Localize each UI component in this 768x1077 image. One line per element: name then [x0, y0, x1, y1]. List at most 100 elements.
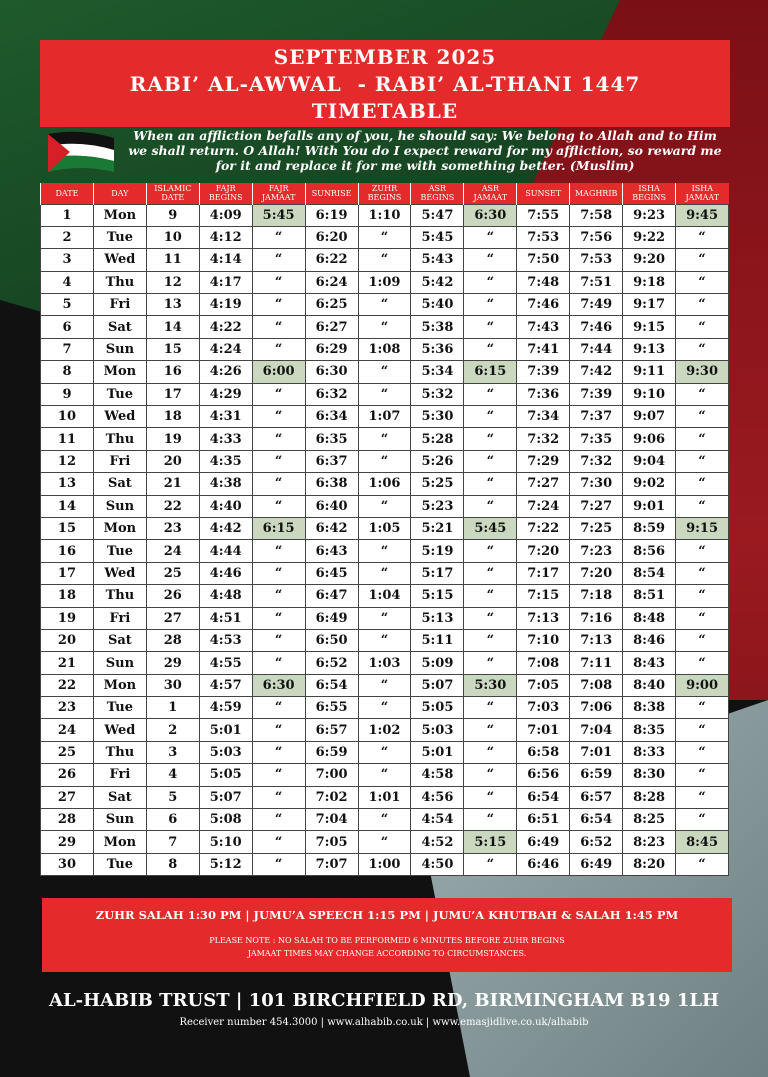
table-cell: 7:05 — [304, 830, 359, 854]
table-cell: 7:10 — [516, 628, 571, 653]
table-cell: 6:59 — [569, 763, 624, 787]
table-cell: 3 — [145, 740, 200, 765]
table-cell: 13 — [145, 293, 200, 317]
table-cell: Thu — [92, 584, 147, 608]
table-cell: “ — [675, 494, 729, 518]
table-cell: 8:35 — [622, 718, 677, 742]
table-cell: 6:30 — [304, 360, 359, 384]
table-cell: Sat — [92, 315, 147, 339]
table-cell: “ — [463, 248, 518, 272]
column-header: ISHA JAMAAT — [675, 183, 729, 204]
table-cell: “ — [463, 225, 518, 250]
table-cell: 5:45 — [251, 203, 306, 227]
table-cell: “ — [463, 382, 518, 407]
table-cell: 7:11 — [569, 651, 624, 675]
table-cell: 10 — [145, 225, 200, 250]
table-cell: “ — [675, 427, 729, 451]
table-cell: 5:36 — [410, 337, 465, 362]
table-cell: “ — [251, 696, 306, 720]
table-cell: 23 — [40, 696, 94, 720]
table-cell: 6:42 — [304, 516, 359, 541]
table-cell: 8:48 — [622, 606, 677, 630]
table-cell: 1 — [40, 203, 94, 227]
timetable-title: TIMETABLE — [311, 99, 459, 123]
table-cell: 7:39 — [516, 360, 571, 384]
table-cell: Sun — [92, 494, 147, 518]
table-cell: 7:51 — [569, 270, 624, 295]
table-cell: 6:57 — [304, 718, 359, 742]
table-cell: 29 — [145, 651, 200, 675]
table-cell: “ — [675, 785, 729, 810]
table-cell: 28 — [145, 628, 200, 653]
table-cell: 7:13 — [569, 628, 624, 653]
table-cell: 5:13 — [410, 606, 465, 630]
table-cell: 5:26 — [410, 449, 465, 474]
table-cell: 8:56 — [622, 539, 677, 563]
table-cell: 6:34 — [304, 405, 359, 429]
table-cell: 5:09 — [410, 651, 465, 675]
table-cell: 5:42 — [410, 270, 465, 295]
table-cell: 10 — [40, 405, 94, 429]
table-cell: Fri — [92, 293, 147, 317]
table-cell: “ — [463, 405, 518, 429]
table-cell: 16 — [40, 539, 94, 563]
table-cell: 16 — [145, 360, 200, 384]
table-cell: 6:46 — [516, 852, 571, 877]
table-cell: Tue — [92, 696, 147, 720]
table-cell: 4:44 — [198, 539, 253, 563]
table-cell: 6:19 — [304, 203, 359, 227]
table-cell: “ — [463, 852, 518, 877]
table-cell: 21 — [40, 651, 94, 675]
table-cell: 7:30 — [569, 472, 624, 496]
column-header: DATE — [40, 183, 94, 204]
table-cell: 4:54 — [410, 808, 465, 832]
table-cell: 4:19 — [198, 293, 253, 317]
notice-banner: ZUHR SALAH 1:30 PM | JUMU’A SPEECH 1:15 … — [42, 898, 732, 972]
table-cell: 9:07 — [622, 405, 677, 429]
palestine-flag-icon — [48, 131, 114, 172]
table-row: 18 Thu 26 4:48 “6:47 1:04 5:15 “7:15 7:18 8:51 “ — [40, 584, 729, 608]
table-cell: 5:25 — [410, 472, 465, 496]
table-cell: Wed — [92, 248, 147, 272]
table-cell: “ — [675, 561, 729, 586]
table-cell: “ — [251, 270, 306, 295]
table-cell: 7:49 — [569, 293, 624, 317]
table-cell: 5:01 — [410, 740, 465, 765]
table-cell: 7 — [40, 337, 94, 362]
table-cell: 1:04 — [357, 584, 412, 608]
table-row: 11 Thu 19 4:33 “6:35 “5:28 “7:32 7:35 9:06 “ — [40, 427, 729, 451]
table-cell: “ — [675, 315, 729, 339]
table-cell: “ — [675, 606, 729, 630]
table-cell: “ — [251, 763, 306, 787]
table-cell: Sun — [92, 651, 147, 675]
hadith-quote: When an affliction befalls any of you, h… — [128, 128, 722, 173]
islamic-months-title: RABI’ AL-AWWAL - RABI’ AL-THANI 1447 — [129, 72, 641, 96]
table-cell: 6:49 — [569, 852, 624, 877]
table-cell: Sun — [92, 337, 147, 362]
table-cell: 2 — [145, 718, 200, 742]
table-cell: 4:40 — [198, 494, 253, 518]
table-cell: “ — [251, 830, 306, 854]
table-row: 30 Tue 8 5:12 “7:07 1:00 4:50 “6:46 6:49 8:20 “ — [40, 852, 729, 877]
table-cell: “ — [251, 472, 306, 496]
table-cell: “ — [463, 315, 518, 339]
table-cell: Wed — [92, 718, 147, 742]
table-cell: 25 — [40, 740, 94, 765]
table-cell: “ — [463, 740, 518, 765]
table-cell: 9:17 — [622, 293, 677, 317]
table-cell: 9:01 — [622, 494, 677, 518]
table-cell: 1 — [145, 696, 200, 720]
table-cell: 24 — [145, 539, 200, 563]
table-cell: “ — [675, 472, 729, 496]
table-cell: “ — [463, 449, 518, 474]
table-cell: 22 — [40, 673, 94, 698]
table-cell: 7 — [145, 830, 200, 854]
table-cell: “ — [463, 785, 518, 810]
table-row: 23 Tue 1 4:59 “6:55 “5:05 “7:03 7:06 8:38 “ — [40, 696, 729, 720]
table-cell: 8:28 — [622, 785, 677, 810]
table-row: 4 Thu 12 4:17 “6:24 1:09 5:42 “7:48 7:51 9:18 “ — [40, 270, 729, 295]
table-cell: 5:05 — [410, 696, 465, 720]
table-cell: 4:14 — [198, 248, 253, 272]
table-cell: 9:11 — [622, 360, 677, 384]
table-cell: 5:07 — [198, 785, 253, 810]
